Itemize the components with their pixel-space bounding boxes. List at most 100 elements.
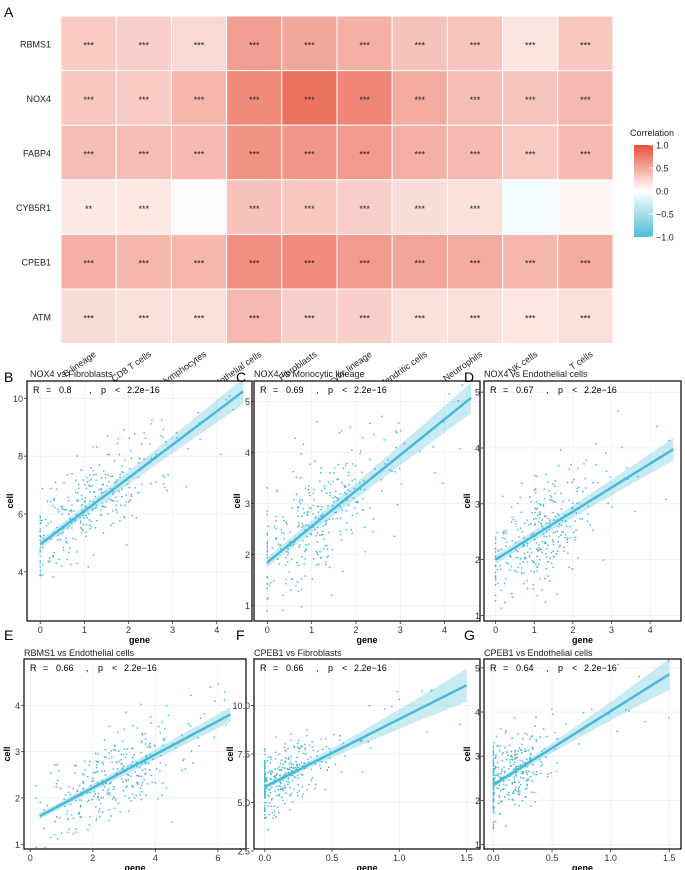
data-point — [111, 500, 114, 502]
data-point — [498, 794, 500, 797]
stat-comma: , — [316, 663, 319, 673]
data-point — [513, 569, 516, 572]
data-point — [494, 820, 497, 823]
data-point — [161, 794, 164, 797]
data-point — [103, 770, 106, 772]
data-point — [516, 528, 519, 531]
data-point — [273, 805, 276, 808]
data-point — [510, 565, 513, 568]
data-point — [319, 480, 321, 483]
data-point — [121, 767, 124, 769]
data-point — [95, 506, 98, 509]
data-point — [334, 495, 337, 498]
data-point — [504, 746, 506, 749]
data-point — [97, 792, 100, 795]
data-point — [119, 519, 121, 522]
data-point — [512, 799, 514, 801]
data-point — [308, 744, 311, 747]
data-point — [127, 765, 129, 767]
x-tick-label: 1.5 — [460, 853, 473, 863]
plot-area — [27, 381, 252, 621]
data-point — [528, 554, 531, 556]
data-point — [573, 531, 575, 534]
data-point — [101, 770, 103, 773]
data-point — [100, 513, 103, 516]
data-point — [496, 531, 499, 534]
data-point — [140, 751, 143, 754]
data-point — [552, 541, 555, 543]
data-point — [300, 578, 303, 580]
data-point — [127, 779, 130, 781]
data-point — [283, 519, 285, 522]
data-point — [332, 496, 334, 499]
data-point — [535, 501, 538, 503]
data-point — [584, 477, 587, 480]
data-point — [515, 556, 517, 559]
data-point — [557, 464, 560, 467]
data-point — [333, 511, 336, 514]
data-point — [284, 787, 287, 789]
data-point — [492, 821, 495, 823]
x-tick-label: 6 — [215, 853, 220, 863]
data-point — [116, 731, 119, 734]
data-point — [314, 763, 317, 765]
confidence-band — [493, 659, 670, 788]
data-point — [123, 516, 126, 518]
data-point — [579, 517, 581, 520]
data-point — [527, 523, 530, 526]
data-point — [494, 575, 497, 577]
heatmap-cell — [60, 15, 117, 72]
data-point — [542, 727, 545, 730]
data-point — [304, 743, 306, 746]
data-point — [128, 437, 131, 439]
data-point — [66, 542, 68, 544]
data-point — [292, 470, 295, 473]
plot-area — [24, 659, 246, 849]
heatmap-cell — [115, 70, 172, 126]
data-point — [494, 538, 497, 541]
heatmap-cell — [115, 288, 172, 345]
data-point — [304, 747, 307, 750]
data-point — [361, 497, 364, 500]
data-point — [127, 774, 130, 776]
data-point — [540, 504, 542, 506]
data-point — [501, 788, 504, 791]
stat-comma: , — [546, 385, 549, 395]
data-point — [525, 771, 528, 774]
significance-mark: *** — [139, 95, 150, 105]
data-point — [609, 476, 612, 479]
data-point — [39, 569, 42, 572]
data-point — [512, 768, 515, 770]
data-point — [61, 513, 64, 515]
data-point — [354, 464, 357, 467]
plot-area — [484, 381, 681, 621]
heatmap-col-label: Neutrophils — [441, 349, 484, 384]
data-point — [345, 528, 348, 531]
stat-equals: = — [46, 385, 51, 395]
data-point — [41, 487, 44, 490]
data-point — [267, 596, 270, 599]
data-point — [90, 525, 93, 528]
data-point — [285, 780, 288, 783]
data-point — [124, 756, 127, 759]
data-point — [494, 542, 497, 545]
data-point — [325, 745, 328, 748]
data-point — [559, 544, 562, 547]
data-point — [267, 804, 270, 807]
data-point — [534, 524, 536, 526]
heatmap-cell — [557, 124, 614, 181]
data-point — [421, 690, 424, 692]
data-point — [310, 779, 313, 782]
data-point — [104, 748, 106, 751]
data-point — [54, 506, 56, 509]
data-point — [340, 429, 343, 432]
data-point — [503, 796, 506, 798]
data-point — [335, 511, 338, 514]
data-point — [274, 519, 277, 522]
data-point — [102, 470, 105, 472]
data-point — [315, 534, 317, 537]
data-point — [301, 785, 304, 788]
data-point — [535, 565, 538, 568]
data-point — [136, 727, 139, 729]
y-tick-label: 3 — [475, 752, 480, 762]
